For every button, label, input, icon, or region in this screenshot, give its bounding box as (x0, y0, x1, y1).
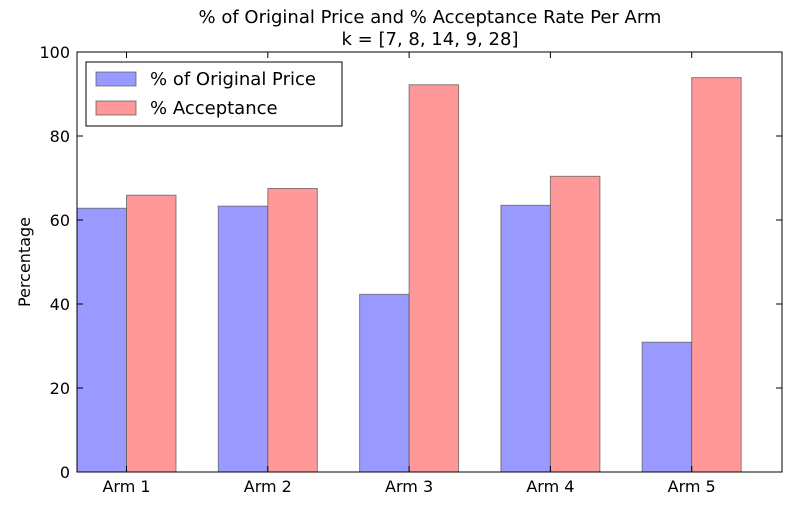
legend-swatch-2 (95, 100, 137, 116)
bar-acceptance-4 (549, 175, 601, 473)
y-axis-label: Percentage (15, 217, 34, 307)
legend-label-2: % Acceptance (150, 98, 278, 119)
bar-acceptance-1 (126, 194, 177, 473)
y-tick-label: 100 (39, 43, 70, 62)
bar-original-price-3 (359, 293, 410, 473)
bar-acceptance-5 (691, 77, 742, 473)
y-tick-label: 80 (50, 127, 70, 146)
bar-original-price-4 (500, 204, 551, 473)
y-tick-label: 60 (50, 211, 70, 230)
bar-original-price-2 (217, 205, 269, 473)
x-tick-label: Arm 4 (526, 477, 574, 496)
bar-original-price-5 (641, 341, 693, 473)
bar-original-price-1 (76, 207, 127, 473)
bar-acceptance-3 (408, 84, 460, 473)
y-tick-label: 20 (50, 379, 70, 398)
y-tick-label: 0 (60, 463, 70, 482)
x-tick-label: Arm 3 (385, 477, 433, 496)
axes-group: 0 20 40 60 80 100 Arm 1 Arm 2 Arm 3 Arm 4 Arm 5 (39, 43, 783, 496)
legend-label-1: % of Original Price (150, 69, 316, 90)
plot-frame (76, 51, 783, 473)
bar-acceptance-2 (267, 188, 318, 473)
y-tick-label: 40 (50, 295, 70, 314)
x-tick-label: Arm 1 (102, 477, 150, 496)
legend-swatch-1 (95, 71, 137, 87)
x-tick-label: Arm 5 (668, 477, 716, 496)
x-tick-label: Arm 2 (244, 477, 292, 496)
chart-subtitle: k = [7, 8, 14, 9, 28] (342, 29, 519, 50)
bars-group (76, 77, 742, 473)
legend: % of Original Price % Acceptance (85, 61, 343, 127)
chart-title: % of Original Price and % Acceptance Rat… (199, 7, 662, 28)
